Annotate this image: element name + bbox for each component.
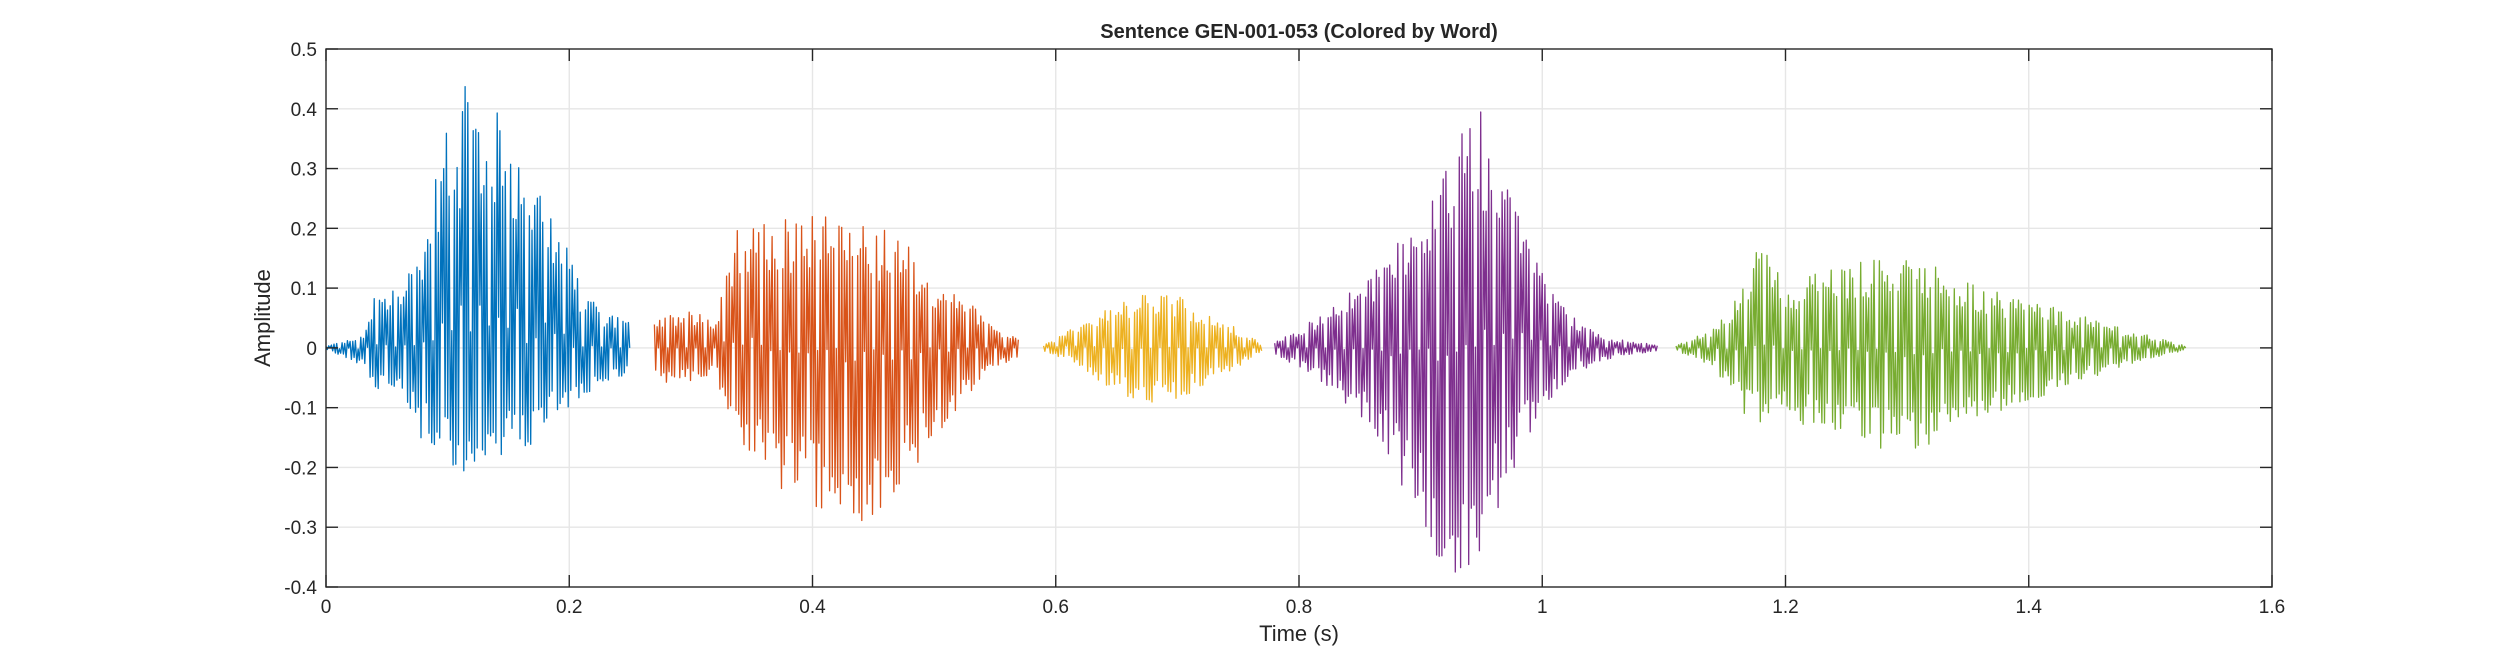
y-tick-label: -0.4 [284,578,317,599]
y-tick-label: 0.3 [291,160,317,181]
axes: 0 0.2 0.4 0.6 0.8 1 1.2 1.4 1.6 -0.4 -0.3 -0.2 -0.1 0… [284,40,2285,618]
y-axis-label: Amplitude [250,269,275,367]
x-tick-label: 0.8 [1286,597,1312,618]
x-tick-label: 1.2 [1772,597,1798,618]
y-tick-label: 0 [306,339,317,360]
waveform-word-1 [325,85,631,472]
waveform-word-5 [1675,252,2187,449]
y-tick-label: -0.1 [284,399,317,420]
x-tick-label: 0 [321,597,332,618]
x-tick-label: 0.2 [556,597,582,618]
y-tick-label: 0.4 [291,100,318,121]
waveform-word-4 [1274,111,1658,573]
x-tick-label: 0.4 [799,597,826,618]
x-tick-label: 0.6 [1043,597,1069,618]
x-tick-label: 1.6 [2259,597,2285,618]
x-axis-label: Time (s) [1259,621,1339,646]
waveform-word-2 [653,215,1019,522]
waveform-series [325,85,2187,573]
y-tick-label: -0.3 [284,518,317,539]
chart-title: Sentence GEN-001-053 (Colored by Word) [1100,21,1498,43]
y-tick-label: 0.1 [291,279,317,300]
y-tick-label: 0.2 [291,219,317,240]
x-tick-label: 1.4 [2016,597,2043,618]
x-tick-label: 1 [1537,597,1548,618]
waveform-word-3 [1042,294,1263,403]
y-tick-label: 0.5 [291,40,317,61]
y-tick-label: -0.2 [284,458,317,479]
